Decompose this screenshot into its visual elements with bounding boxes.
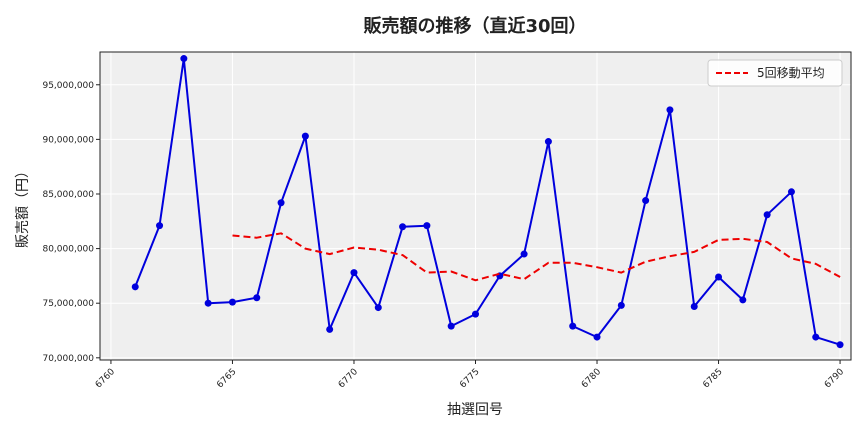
sales-point bbox=[739, 296, 747, 304]
y-axis-label: 販売額（円） bbox=[15, 164, 31, 248]
sales-point bbox=[544, 138, 552, 146]
chart-title: 販売額の推移（直近30回） bbox=[363, 15, 586, 37]
sales-point bbox=[569, 322, 577, 330]
sales-point bbox=[812, 333, 820, 341]
sales-point bbox=[180, 55, 188, 63]
sales-point bbox=[787, 188, 795, 196]
y-tick-label: 75,000,000 bbox=[42, 299, 94, 309]
sales-point bbox=[350, 269, 358, 277]
sales-point bbox=[399, 223, 407, 231]
y-tick-label: 85,000,000 bbox=[42, 190, 94, 200]
sales-line bbox=[134, 57, 841, 346]
sales-point bbox=[423, 222, 431, 230]
sales-point bbox=[156, 222, 164, 230]
legend-box bbox=[707, 59, 843, 87]
y-tick-label: 80,000,000 bbox=[42, 245, 94, 255]
x-axis-label: 抽選回号 bbox=[447, 402, 503, 418]
sales-point bbox=[715, 273, 723, 281]
sales-point bbox=[690, 302, 698, 310]
legend: 5回移動平均 bbox=[707, 59, 843, 87]
sales-point bbox=[301, 132, 309, 140]
moving-average-line bbox=[232, 232, 841, 282]
y-tick-label: 90,000,000 bbox=[42, 135, 94, 145]
sales-point bbox=[277, 199, 285, 207]
grid bbox=[100, 52, 851, 360]
sales-point bbox=[642, 197, 650, 205]
sales-point bbox=[763, 211, 771, 219]
sales-point bbox=[326, 325, 334, 333]
y-tick-label: 95,000,000 bbox=[42, 81, 94, 91]
sales-point bbox=[131, 283, 139, 291]
series-layer bbox=[131, 55, 844, 349]
sales-point bbox=[204, 299, 212, 307]
sales-point bbox=[374, 304, 382, 312]
sales-point bbox=[472, 310, 479, 318]
sales-point bbox=[447, 322, 455, 330]
legend-label: 5回移動平均 bbox=[757, 66, 825, 80]
sales-point bbox=[253, 294, 261, 302]
sales-point bbox=[593, 333, 601, 341]
sales-point bbox=[520, 250, 528, 258]
sales-point bbox=[617, 301, 625, 309]
sales-point bbox=[836, 341, 844, 349]
sales-point bbox=[666, 106, 674, 114]
sales-point bbox=[228, 298, 236, 306]
y-tick-label: 70,000,000 bbox=[42, 354, 94, 364]
